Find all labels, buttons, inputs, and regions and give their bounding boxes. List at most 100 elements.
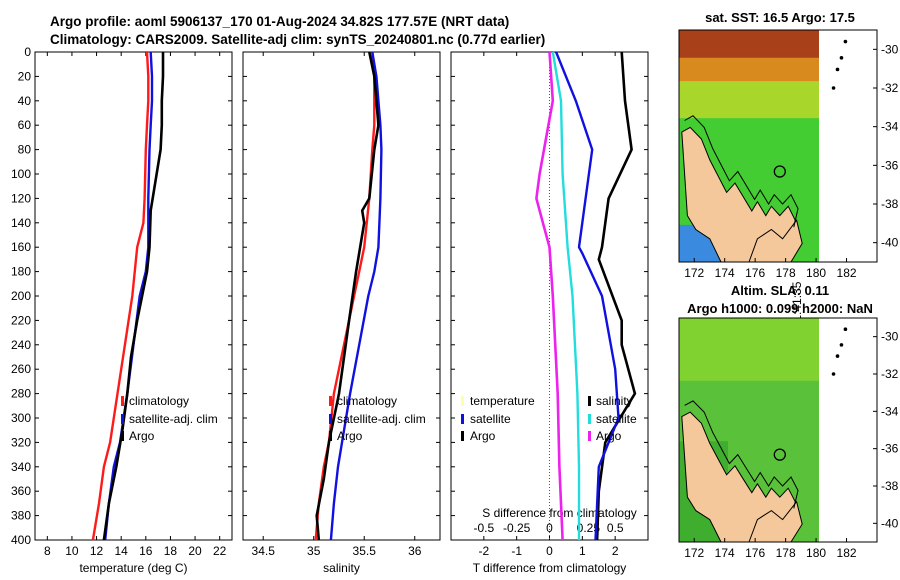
- sst-field-yellowgreen: [679, 81, 819, 119]
- sdiff-tick-label: 0.25: [577, 521, 601, 535]
- sal-panel: 34.5 35 35.5 36 salinity climatology satellite…: [242, 51, 441, 575]
- sdiff-tick-label: 0.5: [607, 521, 624, 535]
- diff-series-salinity-argo: [535, 51, 564, 541]
- diff-legend-right-label: salinity: [596, 394, 633, 408]
- sla-contour: [684, 400, 799, 509]
- sal-axes-box: [242, 51, 441, 541]
- sst-lon-label: 174: [715, 266, 735, 280]
- depth-tick-label: 340: [11, 460, 31, 474]
- depth-tick-label: 200: [11, 289, 31, 303]
- depth-tick-label: 80: [18, 143, 32, 157]
- diff-legend-left-swatch: [461, 431, 464, 441]
- depth-tick-label: 120: [11, 191, 31, 205]
- temp-panel: 0 20 40 60 80 100 120 140 160 180 200 220 240 260 280 3…: [11, 45, 233, 575]
- sal-legend-swatch: [329, 431, 332, 441]
- sla-land-north-island: [681, 411, 796, 543]
- sal-legend-label: satellite-adj. clim: [337, 412, 426, 426]
- sla-map-title: Altim. SLA: 0.11: [730, 283, 830, 298]
- diff-xtick-label: 0: [546, 544, 553, 558]
- sal-legend-swatch: [329, 396, 332, 406]
- depth-tick-label: 360: [11, 484, 31, 498]
- sst-float-track-dot: [831, 86, 836, 90]
- sla-lat-label: -30: [881, 330, 899, 344]
- sla-lon-label: 178: [776, 546, 796, 560]
- diff-legend-left-label: temperature: [470, 394, 535, 408]
- diff-xtick-label: -2: [478, 544, 489, 558]
- sla-lon-label: 172: [684, 546, 704, 560]
- temp-series-argo: [102, 52, 165, 541]
- diff-series-temperature-satellite: [551, 51, 581, 540]
- sal-xtick-label: 36: [408, 544, 422, 558]
- sla-lat-label: -34: [881, 404, 899, 418]
- temp-xtick-label: 22: [213, 544, 227, 558]
- diff-legend-right-swatch: [588, 414, 591, 424]
- depth-tick-label: 260: [11, 362, 31, 376]
- diff-legend-right-label: satellite: [596, 412, 637, 426]
- sla-map-frame: [678, 317, 878, 543]
- diff-legend-left-swatch: [461, 414, 464, 424]
- temp-xtick-label: 16: [139, 544, 153, 558]
- sst-lon-label: 180: [806, 266, 826, 280]
- sst-lon-label: 172: [684, 266, 704, 280]
- diff-xtick-label: -1: [511, 544, 522, 558]
- depth-tick-label: 380: [11, 509, 31, 523]
- sal-xtick-label: 34.5: [252, 544, 276, 558]
- sal-legend-label: Argo: [337, 429, 363, 443]
- sal-legend-label: climatology: [337, 394, 397, 408]
- sla-lat-label: -40: [881, 516, 899, 530]
- diff-legend-right-swatch: [588, 396, 591, 406]
- sst-contour: [684, 115, 799, 228]
- sst-float-track-dot: [839, 56, 844, 60]
- temp-legend-swatch: [121, 414, 124, 424]
- plot-title-line1: Argo profile: aoml 5906137_170 01-Aug-20…: [50, 14, 510, 29]
- sla-land-east: [748, 500, 803, 543]
- depth-tick-label: 160: [11, 240, 31, 254]
- sdiff-tick-label: -0.5: [473, 521, 494, 535]
- depth-tick-label: 60: [18, 118, 32, 132]
- sst-field-warm: [679, 30, 819, 58]
- temp-xtick-label: 14: [115, 544, 129, 558]
- sst-lat-label: -36: [881, 158, 899, 172]
- diff-legend-left-label: Argo: [470, 429, 496, 443]
- depth-tick-label: 220: [11, 313, 31, 327]
- diff-legend-right-swatch: [588, 431, 591, 441]
- sst-map-frame: [678, 29, 878, 263]
- sal-series-argo: [315, 51, 380, 541]
- diff-legend-left-label: satellite: [470, 412, 511, 426]
- sdiff-axis-label: S difference from climatology: [482, 506, 637, 520]
- sla-map-subtitle: Argo h1000: 0.099 h2000: NaN: [687, 301, 873, 316]
- depth-tick-label: 40: [18, 94, 32, 108]
- sla-lat-label: -36: [881, 442, 899, 456]
- sla-argo-location-marker: [773, 448, 786, 461]
- temp-xtick-label: 12: [90, 544, 104, 558]
- depth-tick-label: 0: [24, 45, 31, 59]
- sst-lat-label: -38: [881, 197, 899, 211]
- sla-float-track-dot: [839, 343, 844, 347]
- depth-tick-label: 240: [11, 338, 31, 352]
- sst-float-track-dot: [843, 39, 848, 44]
- temp-xtick-label: 20: [188, 544, 202, 558]
- sla-float-track-dot: [831, 372, 836, 376]
- sst-field-orange: [679, 57, 819, 82]
- diff-legend-left-swatch: [461, 396, 464, 406]
- temp-series-climatology: [91, 51, 150, 541]
- sla-lon-label: 176: [745, 546, 765, 560]
- sla-field-top: [679, 318, 819, 381]
- temp-legend-label: satellite-adj. clim: [129, 412, 218, 426]
- depth-tick-label: 280: [11, 387, 31, 401]
- sal-legend-swatch: [329, 414, 332, 424]
- sst-lon-label: 176: [745, 266, 765, 280]
- sal-series-satellite-adj--clim: [329, 51, 383, 541]
- sst-lat-label: -32: [881, 81, 899, 95]
- temp-legend-label: Argo: [129, 429, 155, 443]
- sst-lat-label: -40: [881, 236, 899, 250]
- sla-lat-label: -38: [881, 479, 899, 493]
- depth-tick-label: 400: [11, 533, 31, 547]
- depth-tick-label: 20: [18, 69, 32, 83]
- diff-xtick-label: 1: [579, 544, 586, 558]
- depth-tick-label: 320: [11, 435, 31, 449]
- temp-legend-label: climatology: [129, 394, 189, 408]
- sst-lon-label: 182: [837, 266, 857, 280]
- sla-map: 172 174 176 178 180 182 -30 -32 -34 -36 -38 -40: [678, 317, 899, 560]
